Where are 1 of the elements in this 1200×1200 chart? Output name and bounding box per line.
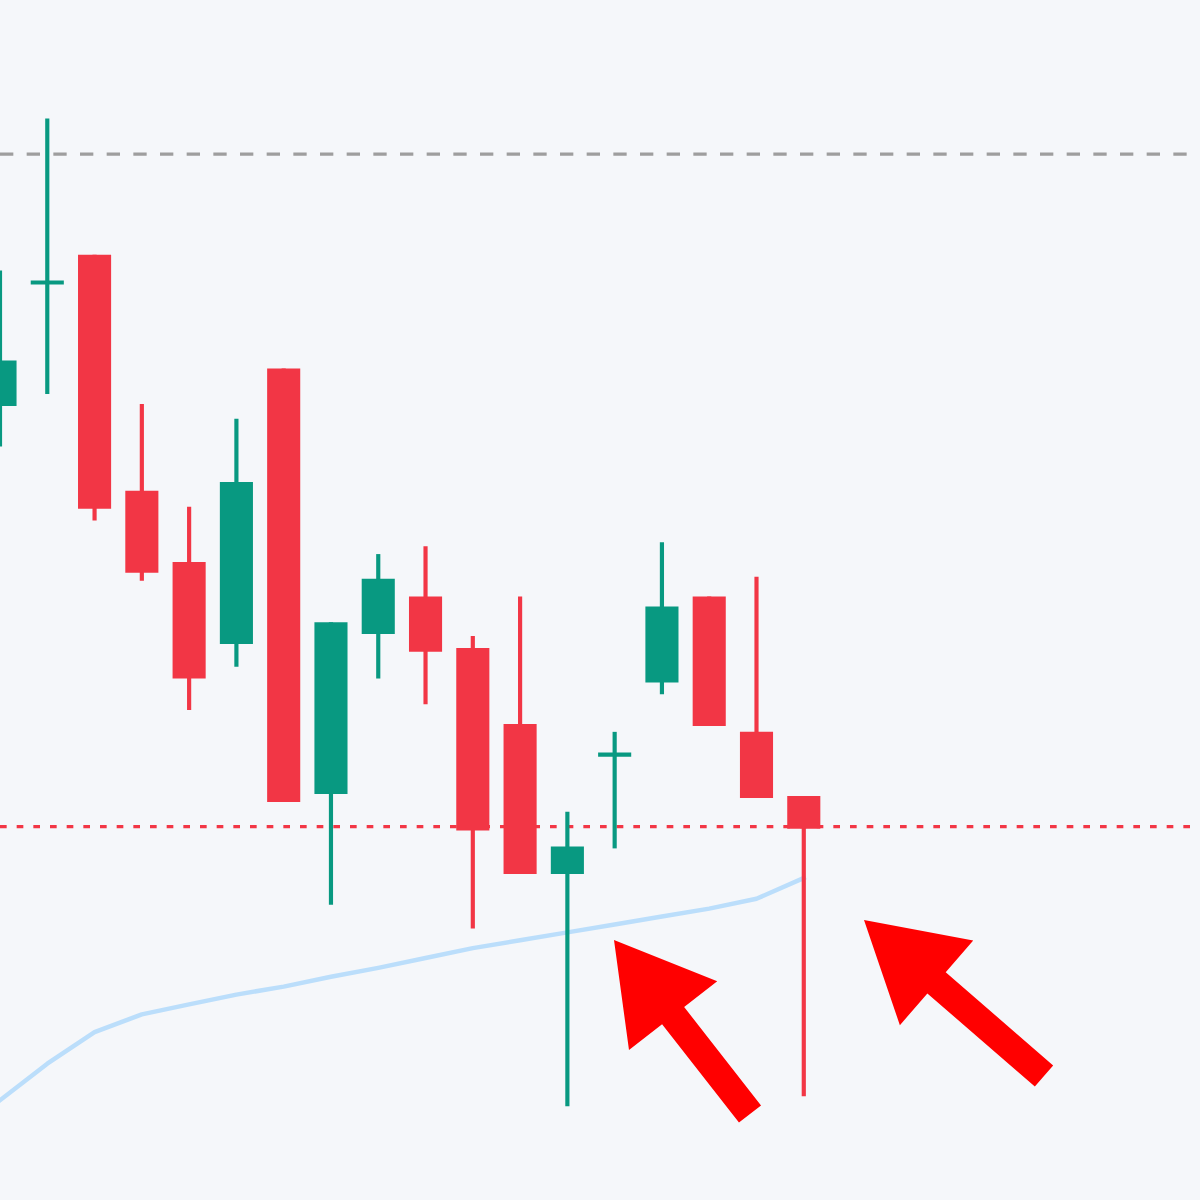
candlestick	[550, 809, 584, 1109]
